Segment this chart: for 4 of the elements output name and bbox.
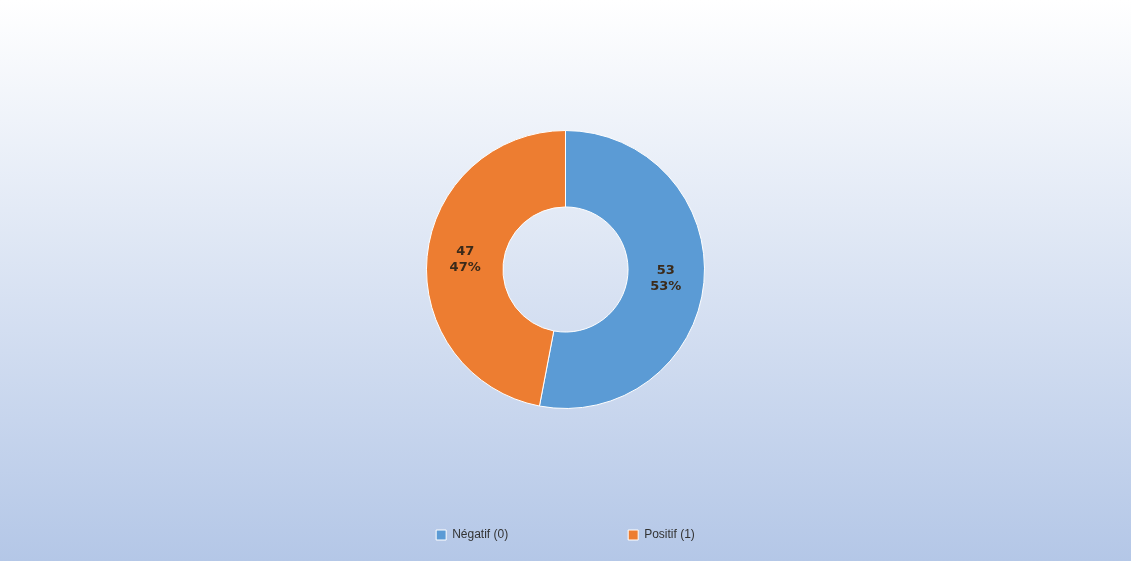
legend-label: Négatif (0) (452, 527, 509, 542)
legend-label: Positif (1) (644, 527, 695, 542)
data-label: 53 53% (650, 262, 682, 294)
data-label: 47 47% (449, 243, 481, 275)
